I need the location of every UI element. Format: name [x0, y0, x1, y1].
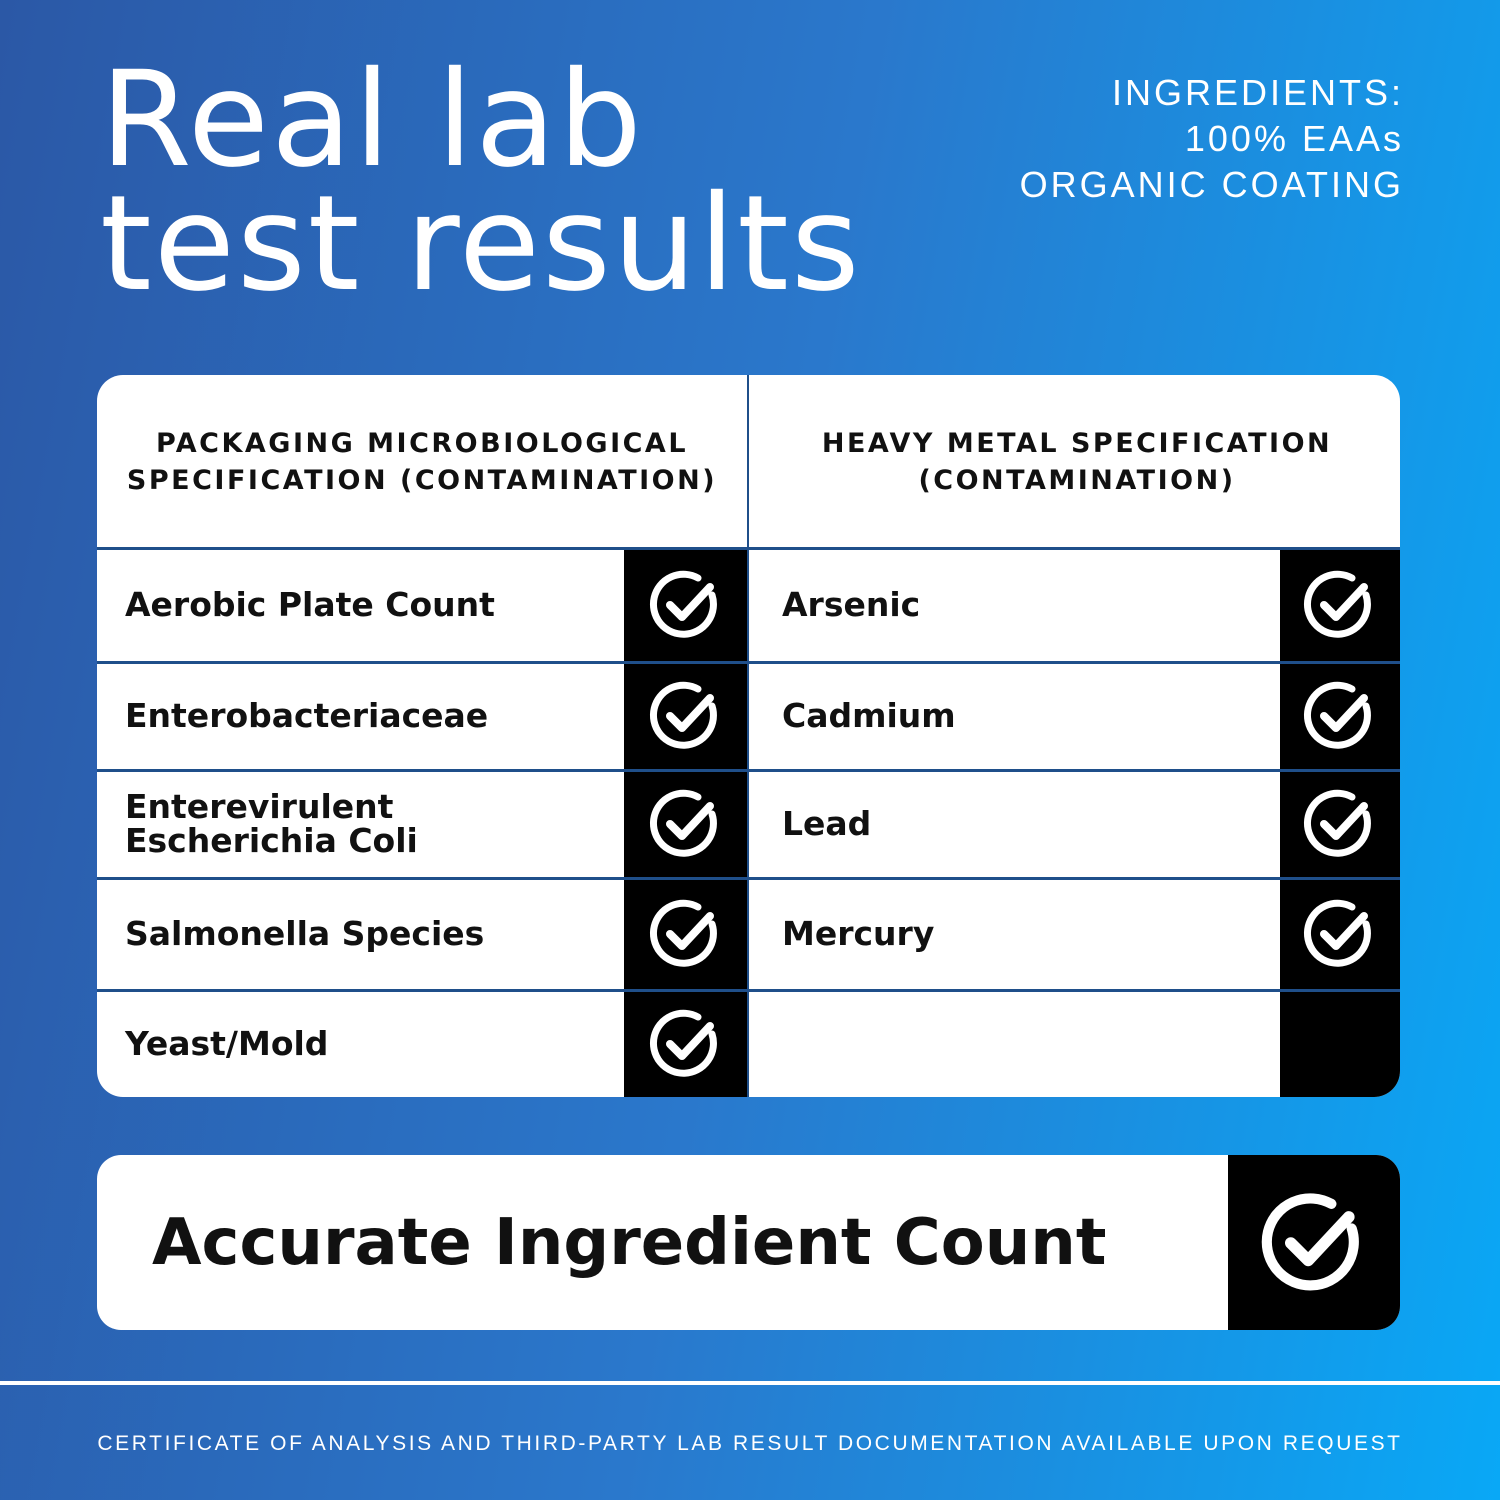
title-line-2: test results: [100, 167, 862, 321]
footer-divider: [0, 1381, 1500, 1385]
check-circle-icon: [1303, 789, 1371, 857]
ingredients-eaas: 100% EAAs: [1184, 118, 1404, 159]
row-divider: [97, 547, 1400, 550]
right-header: HEAVY METAL SPECIFICATION (CONTAMINATION…: [821, 427, 1333, 496]
accurate-count-box: Accurate Ingredient Count: [97, 1155, 1400, 1330]
row-divider: [97, 769, 1400, 772]
check-circle-icon: [649, 1009, 717, 1077]
left-item: Aerobic Plate Count: [125, 585, 495, 624]
check-circle-icon: [1303, 570, 1371, 638]
left-item: Enterobacteriaceae: [125, 696, 489, 735]
right-check-column: [1280, 548, 1400, 1097]
row-divider: [97, 989, 1400, 992]
check-circle-icon: [649, 681, 717, 749]
left-item: Enterevirulent Escherichia Coli: [125, 787, 418, 860]
check-circle-icon: [1303, 681, 1371, 749]
title-line-1: Real lab: [100, 43, 644, 197]
check-circle-icon: [1261, 1193, 1359, 1291]
row-divider: [97, 877, 1400, 880]
ingredients-coating: ORGANIC COATING: [1019, 164, 1404, 205]
check-circle-icon: [649, 570, 717, 638]
results-table: PACKAGING MICROBIOLOGICAL SPECIFICATION …: [97, 375, 1400, 1097]
check-circle-icon: [649, 899, 717, 967]
column-divider: [747, 375, 749, 1097]
accurate-count-label: Accurate Ingredient Count: [152, 1205, 1107, 1280]
ingredients-label: INGREDIENTS:: [1111, 72, 1404, 113]
check-circle-icon: [649, 789, 717, 857]
page-title: Real lab test results: [100, 43, 862, 321]
left-check-column: [624, 548, 748, 1097]
right-item: Mercury: [782, 914, 935, 953]
row-divider: [97, 661, 1400, 664]
check-circle-icon: [1303, 899, 1371, 967]
right-item: Lead: [782, 804, 872, 843]
left-item: Yeast/Mold: [125, 1023, 329, 1063]
accurate-count-check-cell: [1228, 1155, 1400, 1330]
right-item: Cadmium: [782, 696, 956, 735]
footer-note: CERTIFICATE OF ANALYSIS AND THIRD-PARTY …: [97, 1432, 1403, 1455]
left-item: Salmonella Species: [125, 914, 485, 953]
left-header: PACKAGING MICROBIOLOGICAL SPECIFICATION …: [126, 427, 718, 496]
right-item: Arsenic: [782, 585, 921, 624]
ingredients-block: INGREDIENTS: 100% EAAs ORGANIC COATING: [1020, 70, 1404, 208]
